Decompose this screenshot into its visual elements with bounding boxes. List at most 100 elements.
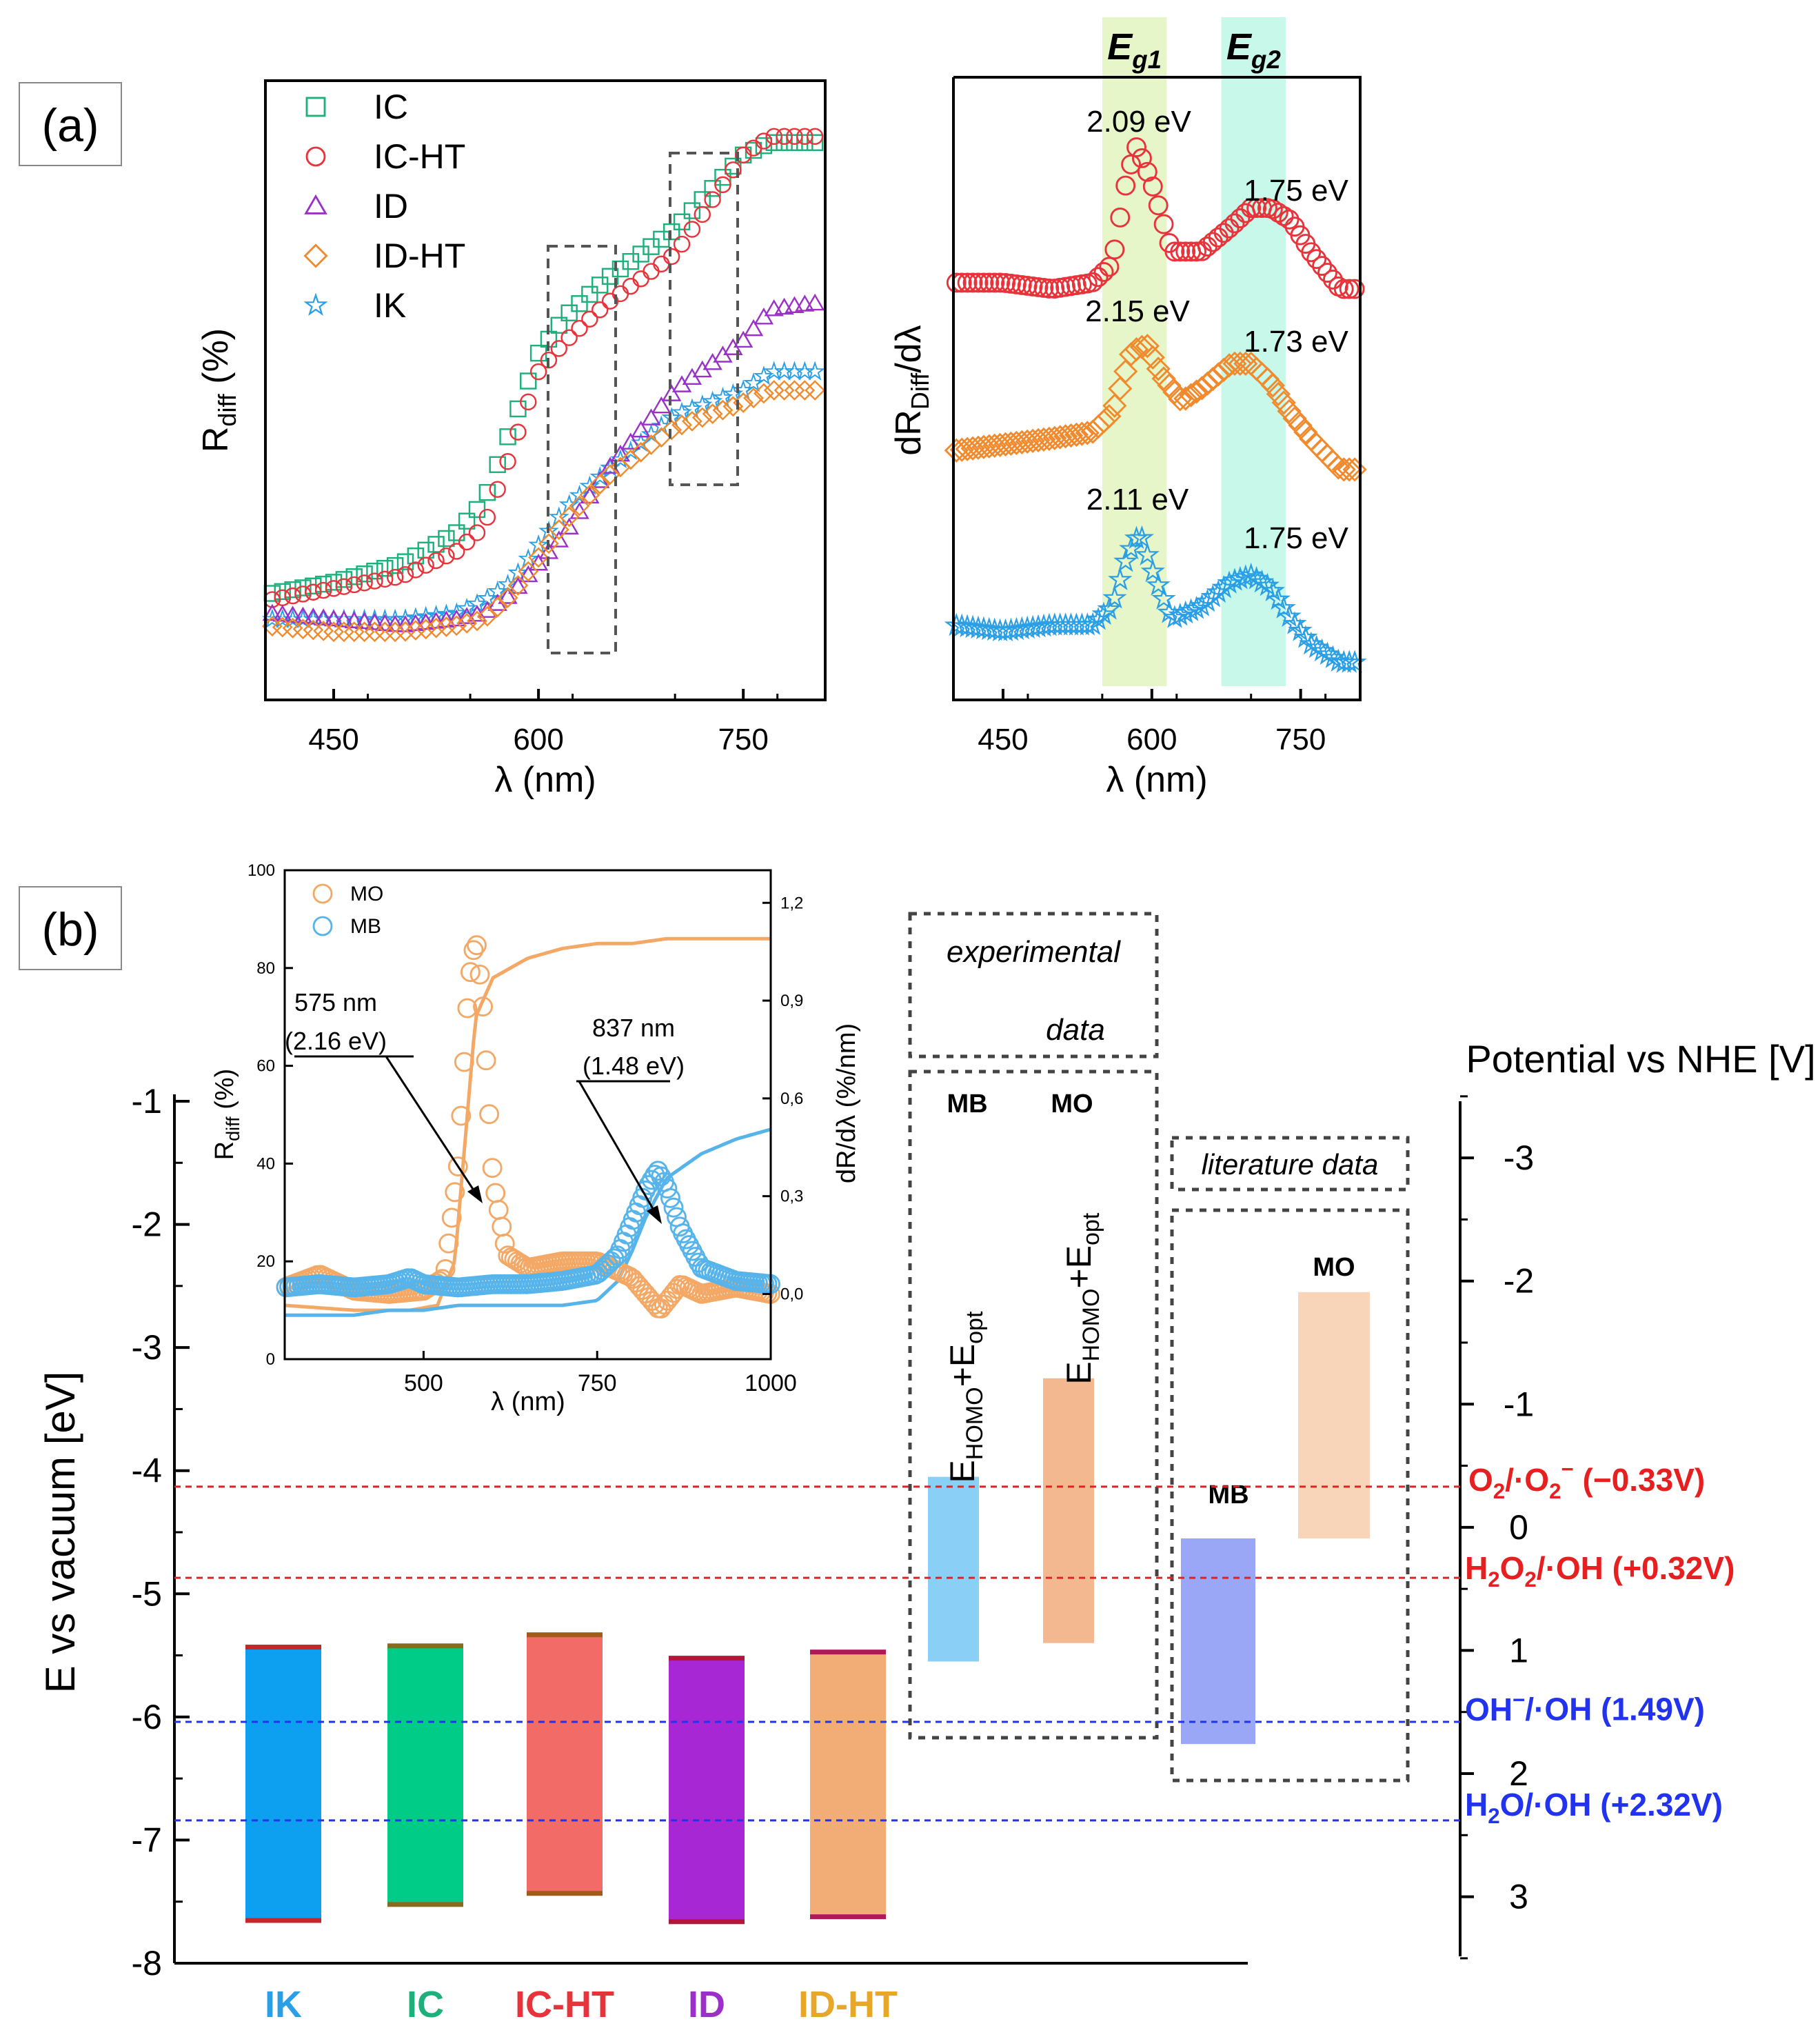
legend-label: ID bbox=[374, 187, 408, 225]
experimental-box bbox=[908, 1070, 1159, 1740]
data-point-IC-HT bbox=[755, 132, 773, 150]
data-point-IC-HT bbox=[478, 508, 496, 526]
data-point-ID-HT bbox=[487, 596, 508, 618]
inset-y2-tick-label: 0,0 bbox=[780, 1285, 803, 1303]
data-point-MO dR/dλ bbox=[447, 1156, 468, 1176]
band-label-Eg2: Eg2 bbox=[1226, 26, 1281, 74]
data-point-IC-HT bbox=[468, 524, 486, 541]
inset-legend-label: MO bbox=[350, 883, 383, 905]
y-tick-label: -8 bbox=[132, 1944, 162, 1983]
data-point-ID-HT bbox=[1233, 351, 1258, 377]
inset-legend-marker-MB bbox=[312, 916, 333, 936]
x-tick-label: 750 bbox=[1275, 723, 1326, 756]
data-point-IC bbox=[725, 157, 742, 175]
data-point-ID-HT bbox=[722, 396, 744, 417]
data-point-IC bbox=[335, 571, 353, 588]
data-point-IC bbox=[396, 553, 414, 570]
bar-cap-top bbox=[810, 1649, 886, 1655]
experimental-title-box bbox=[908, 912, 1159, 1058]
inset-y-tick-label: 100 bbox=[247, 861, 275, 880]
data-point-ID-HT bbox=[1266, 381, 1291, 407]
exp-bar-label-MO: MO bbox=[1051, 1090, 1093, 1118]
data-point-IC-HT bbox=[1137, 161, 1157, 182]
data-point-IC bbox=[520, 372, 537, 390]
data-point-ID-HT bbox=[753, 383, 774, 404]
data-point-ID-HT bbox=[691, 407, 713, 428]
data-point-ID-HT bbox=[456, 612, 478, 634]
data-point-ID bbox=[498, 587, 518, 604]
x-tick-label: 450 bbox=[978, 723, 1028, 756]
data-point-ID bbox=[344, 611, 364, 628]
data-point-MO dR/dλ bbox=[441, 1207, 462, 1228]
data-point-IC bbox=[448, 524, 465, 541]
annotation-box-1 bbox=[547, 245, 617, 654]
x-tick-label: 600 bbox=[1126, 723, 1177, 756]
data-point-IC-HT bbox=[663, 248, 680, 265]
inset-x-axis-label: λ (nm) bbox=[491, 1387, 565, 1416]
data-point-IC-HT bbox=[957, 272, 978, 293]
data-point-IC bbox=[550, 317, 568, 334]
data-point-ID bbox=[620, 432, 640, 450]
data-point-IC bbox=[386, 556, 404, 574]
data-point-IC bbox=[468, 501, 486, 519]
data-point-ID bbox=[303, 608, 323, 625]
data-point-IC bbox=[376, 559, 394, 577]
data-point-IC-HT bbox=[1110, 208, 1131, 228]
data-point-IC-HT bbox=[1301, 242, 1322, 263]
data-point-IC-HT bbox=[540, 352, 558, 369]
y-tick-label: -6 bbox=[132, 1698, 162, 1736]
bar-cap-top bbox=[387, 1643, 463, 1649]
data-point-IC-HT bbox=[984, 272, 1005, 293]
data-point-IC-HT bbox=[643, 263, 660, 280]
exp-bar-formula-MB: EHOMO+Eopt bbox=[943, 1311, 988, 1483]
data-point-IC-HT bbox=[529, 363, 547, 381]
inset-y-right-label: dR/dλ (%/nm) bbox=[832, 1023, 861, 1183]
annotation-575: 575 nm bbox=[294, 988, 377, 1016]
data-point-ID-HT bbox=[415, 619, 436, 640]
data-point-MB dR/dλ bbox=[663, 1197, 684, 1218]
y-tick-label: -1 bbox=[132, 1082, 162, 1121]
data-point-ID-HT bbox=[1277, 399, 1302, 423]
data-point-MO dR/dλ bbox=[454, 1052, 474, 1072]
peak-label: 1.75 eV bbox=[1244, 521, 1348, 555]
data-point-ID bbox=[436, 610, 456, 628]
bar-cap-top bbox=[527, 1632, 603, 1638]
data-point-IC-HT bbox=[499, 453, 516, 470]
legend-marker-ID-HT bbox=[303, 243, 328, 268]
data-point-IC-HT bbox=[1126, 137, 1146, 158]
inset-legend-marker-MO bbox=[312, 883, 333, 904]
data-point-IC bbox=[592, 277, 609, 294]
data-point-ID bbox=[631, 420, 651, 438]
data-point-IC-HT bbox=[509, 423, 527, 441]
data-point-MO dR/dλ bbox=[467, 935, 487, 956]
data-point-ID-HT bbox=[784, 380, 805, 401]
data-point-ID-HT bbox=[497, 587, 518, 608]
inset-y-tick-label: 80 bbox=[256, 959, 275, 978]
data-point-ID-HT bbox=[446, 615, 467, 636]
data-point-ID-HT bbox=[323, 621, 344, 643]
data-point-IC bbox=[407, 548, 425, 565]
data-point-ID-HT bbox=[364, 621, 385, 643]
data-point-IC-HT bbox=[632, 270, 649, 288]
y-axis-label: Rdiff (%) bbox=[196, 328, 241, 452]
data-point-ID bbox=[661, 384, 682, 401]
data-point-IC-HT bbox=[581, 310, 598, 328]
data-point-IC bbox=[458, 512, 476, 530]
data-point-IC-HT bbox=[1170, 241, 1191, 262]
reference-label: O2/·O2− (−0.33V) bbox=[1468, 1457, 1705, 1503]
data-point-IK bbox=[1342, 650, 1367, 673]
bar-cap-top bbox=[245, 1645, 321, 1650]
category-label-IC: IC bbox=[407, 1984, 444, 2025]
exp-bar-MB bbox=[928, 1476, 979, 1662]
data-point-IC-HT bbox=[345, 576, 363, 594]
y-tick-label: -5 bbox=[132, 1574, 162, 1613]
data-point-IC-HT bbox=[1099, 257, 1120, 277]
data-point-ID-HT bbox=[1146, 357, 1171, 381]
svg-text:(a): (a) bbox=[41, 99, 99, 152]
data-point-ID-HT bbox=[1189, 376, 1215, 401]
category-label-ID-HT: ID-HT bbox=[798, 1984, 898, 2025]
data-point-ID bbox=[580, 486, 600, 504]
y-tick-label: -7 bbox=[132, 1820, 162, 1859]
data-point-IC-HT bbox=[1115, 175, 1136, 196]
data-point-IC-HT bbox=[1175, 241, 1196, 262]
